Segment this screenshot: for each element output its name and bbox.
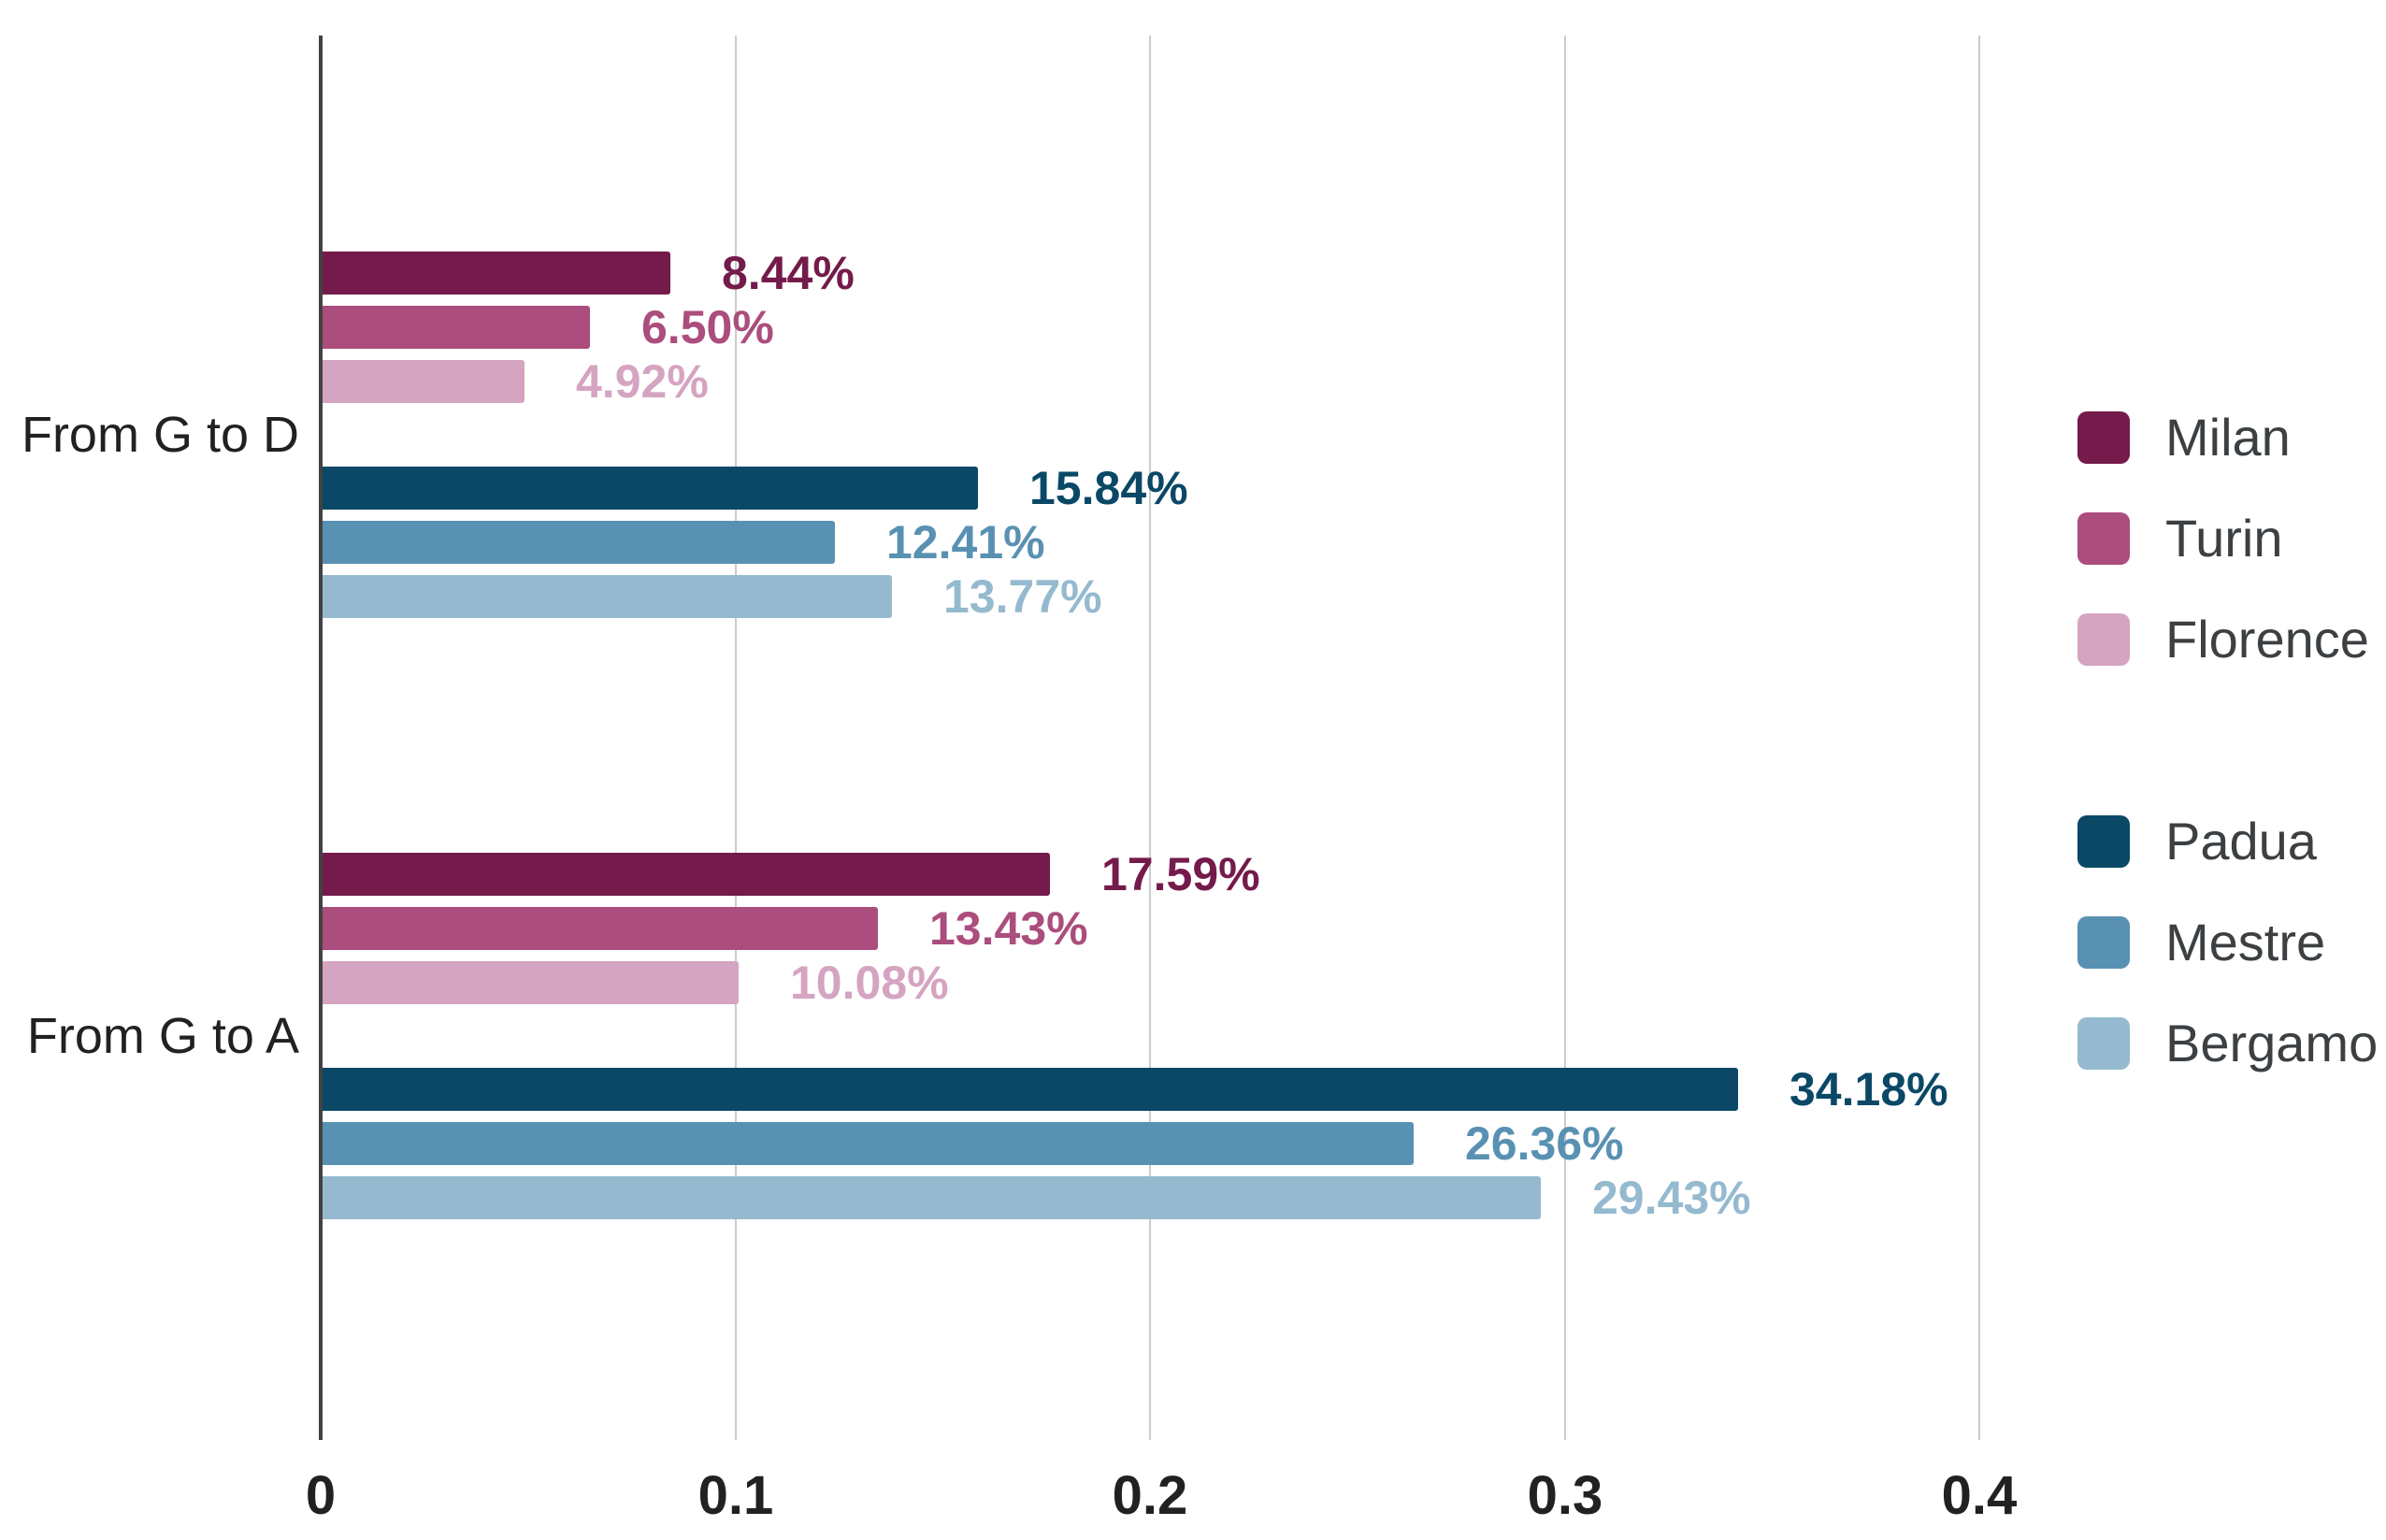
category-label: From G to A [26, 1008, 299, 1064]
x-tick-label: 0 [305, 1465, 337, 1526]
bar-padua-2 [323, 1068, 1738, 1111]
legend-swatch-florence [2077, 613, 2130, 666]
bar-padua-1 [323, 467, 978, 510]
x-tick-label: 0.3 [1527, 1465, 1603, 1526]
legend-swatch-turin [2077, 512, 2130, 565]
x-tick-label: 0.1 [697, 1465, 774, 1526]
legend-swatch-padua [2077, 815, 2130, 868]
data-label-padua-2: 34.18% [1790, 1063, 1948, 1115]
bar-florence-2 [323, 961, 739, 1004]
data-label-turin-1: 6.50% [641, 301, 774, 353]
legend-label-turin: Turin [2165, 509, 2283, 568]
bar-turin-2 [323, 907, 878, 950]
bar-turin-1 [323, 306, 590, 349]
data-label-mestre-2: 26.36% [1465, 1117, 1624, 1170]
x-tick-label: 0.4 [1941, 1465, 2018, 1526]
data-label-milan-1: 8.44% [722, 247, 855, 299]
gridline [1564, 36, 1566, 1440]
data-label-padua-1: 15.84% [1029, 462, 1188, 514]
gridline [735, 36, 737, 1440]
bar-milan-1 [323, 252, 670, 295]
gridline [1149, 36, 1151, 1440]
gridline [1978, 36, 1980, 1440]
y-axis-line [319, 36, 323, 1440]
data-label-florence-2: 10.08% [790, 957, 949, 1009]
bar-milan-2 [323, 853, 1050, 896]
data-label-bergamo-1: 13.77% [943, 570, 1102, 623]
data-label-mestre-1: 12.41% [886, 516, 1045, 569]
legend-swatch-bergamo [2077, 1017, 2130, 1070]
legend-swatch-milan [2077, 411, 2130, 464]
data-label-florence-1: 4.92% [576, 355, 709, 408]
category-label: From G to D [21, 407, 299, 463]
data-label-turin-2: 13.43% [929, 902, 1088, 955]
bar-florence-1 [323, 360, 525, 403]
legend-label-mestre: Mestre [2165, 913, 2326, 971]
legend-label-bergamo: Bergamo [2165, 1014, 2379, 1072]
bar-mestre-2 [323, 1122, 1414, 1165]
bar-bergamo-2 [323, 1176, 1541, 1219]
legend-swatch-mestre [2077, 916, 2130, 969]
data-label-bergamo-2: 29.43% [1592, 1172, 1751, 1224]
x-tick-label: 0.2 [1112, 1465, 1188, 1526]
bar-bergamo-1 [323, 575, 892, 618]
legend-label-florence: Florence [2165, 610, 2369, 669]
data-label-milan-2: 17.59% [1101, 848, 1260, 900]
legend-label-milan: Milan [2165, 408, 2291, 467]
legend-label-padua: Padua [2165, 812, 2317, 871]
bar-mestre-1 [323, 521, 835, 564]
